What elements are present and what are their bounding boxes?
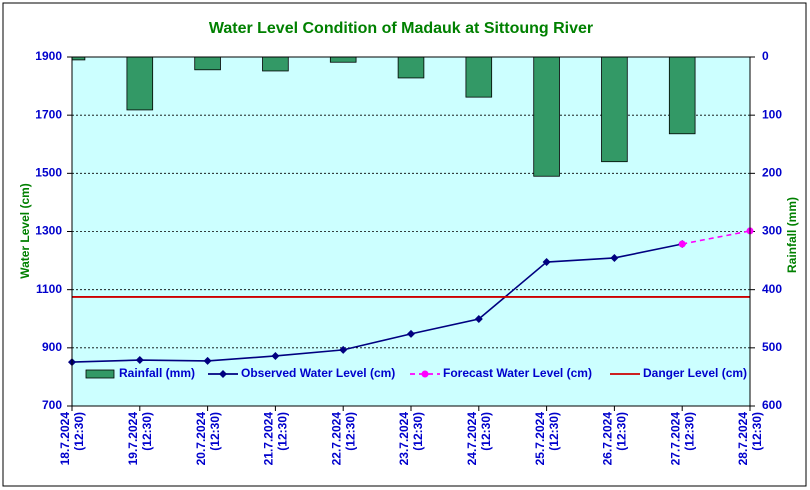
point: [474, 315, 483, 324]
bar: [126, 57, 154, 111]
x-tick-label: (12:30): [750, 412, 764, 451]
point: [135, 356, 144, 365]
bar: [329, 57, 357, 63]
x-tick-label: (12:30): [72, 412, 86, 451]
x-tick-label: 19.7.2024: [126, 412, 140, 466]
x-tick-label: (12:30): [140, 412, 154, 451]
x-tick-label: 24.7.2024: [465, 412, 479, 466]
legend-marker: [219, 370, 227, 378]
x-tick-label: 18.7.2024: [58, 412, 72, 466]
x-tick-label: (12:30): [479, 412, 493, 451]
x-tick-label: (12:30): [343, 412, 357, 451]
bar: [262, 57, 289, 72]
y2-tick-label: 500: [762, 340, 782, 354]
y2-tick-label: 600: [762, 398, 782, 412]
bar: [397, 57, 425, 79]
point: [203, 356, 212, 365]
line: [71, 243, 683, 363]
y-tick-label: 900: [42, 340, 62, 354]
bar: [72, 57, 86, 61]
x-tick-label: 25.7.2024: [533, 412, 547, 466]
x-tick-label: 20.7.2024: [194, 412, 208, 466]
legend-label: Observed Water Level (cm): [241, 366, 395, 380]
y2-tick-label: 200: [762, 166, 782, 180]
y-tick-label: 1700: [35, 107, 62, 121]
line: [682, 230, 751, 245]
x-tick-label: 23.7.2024: [397, 412, 411, 466]
x-tick-label: (12:30): [547, 412, 561, 451]
x-tick-label: (12:30): [682, 412, 696, 451]
x-tick-label: 22.7.2024: [329, 412, 343, 466]
y2-tick-label: 100: [762, 107, 782, 121]
legend-label: Danger Level (cm): [643, 366, 747, 380]
point: [678, 240, 686, 248]
point: [542, 258, 551, 267]
y2-tick-label: 300: [762, 224, 782, 238]
x-tick-label: (12:30): [276, 412, 290, 451]
x-tick-label: (12:30): [615, 412, 629, 451]
bar: [601, 57, 628, 163]
y2-tick-label: 400: [762, 282, 782, 296]
bar: [465, 57, 493, 98]
y-tick-label: 1300: [35, 224, 62, 238]
y2-tick-label: 0: [762, 49, 769, 63]
point: [271, 351, 280, 360]
bar: [533, 57, 560, 177]
plot-border: [71, 56, 751, 407]
bar: [668, 57, 696, 135]
chart-title: Water Level Condition of Madauk at Sitto…: [209, 20, 593, 37]
y-tick-label: 700: [42, 398, 62, 412]
y2-axis-title: Rainfall (mm): [785, 197, 799, 273]
y-tick-label: 1500: [35, 166, 62, 180]
y-tick-label: 1900: [35, 49, 62, 63]
y-tick-label: 1100: [36, 282, 62, 296]
x-tick-label: 26.7.2024: [601, 412, 615, 466]
legend-label: Rainfall (mm): [119, 366, 195, 380]
point: [610, 253, 619, 262]
bar: [194, 57, 221, 71]
legend-label: Forecast Water Level (cm): [443, 366, 592, 380]
y-axis-title: Water Level (cm): [18, 183, 32, 279]
x-tick-label: (12:30): [208, 412, 222, 451]
point: [407, 329, 415, 338]
x-tick-label: 21.7.2024: [262, 412, 276, 466]
x-tick-label: 28.7.2024: [736, 412, 750, 466]
legend-marker: [421, 370, 429, 378]
legend-swatch: [85, 369, 115, 379]
point: [339, 345, 348, 354]
x-tick-label: 27.7.2024: [668, 412, 682, 466]
x-tick-label: (12:30): [411, 412, 425, 451]
